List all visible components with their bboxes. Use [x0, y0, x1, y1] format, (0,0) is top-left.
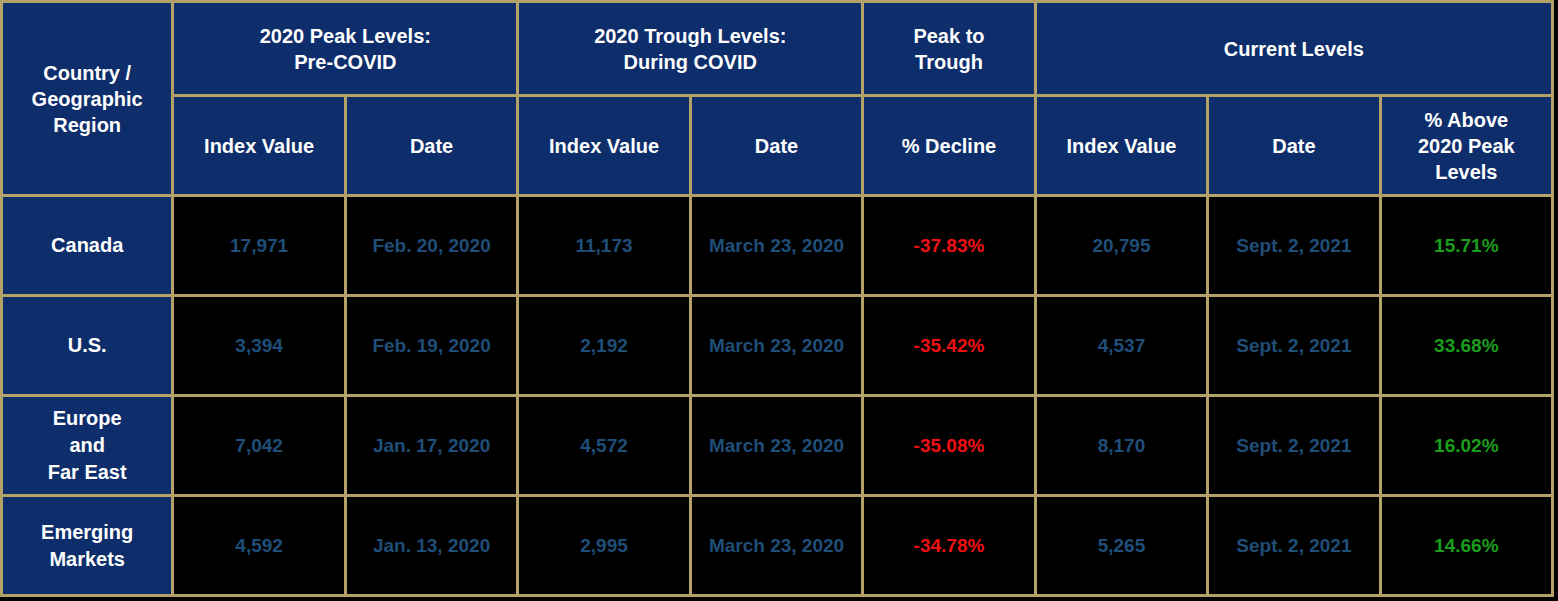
pct-above-peak-cell: 15.71% [1380, 196, 1552, 296]
pct-above-peak-cell: 16.02% [1380, 396, 1552, 496]
table-header: Country / Geographic Region 2020 Peak Le… [2, 2, 1553, 196]
current-levels-group-header: Current Levels [1035, 2, 1552, 96]
region-label: Europe and Far East [2, 396, 173, 496]
peak-index-value-cell: 17,971 [173, 196, 345, 296]
current-index-value-cell: 20,795 [1035, 196, 1207, 296]
current-index-value-header: Index Value [1035, 96, 1207, 196]
trough-index-value-cell: 2,995 [518, 496, 690, 596]
pct-above-peak-header: % Above 2020 Peak Levels [1380, 96, 1552, 196]
market-levels-table: Country / Geographic Region 2020 Peak Le… [0, 0, 1554, 597]
pct-decline-cell: -34.78% [863, 496, 1035, 596]
trough-date-cell: March 23, 2020 [690, 296, 862, 396]
trough-index-value-cell: 11,173 [518, 196, 690, 296]
pct-decline-cell: -35.08% [863, 396, 1035, 496]
trough-date-cell: March 23, 2020 [690, 496, 862, 596]
peak-index-value-cell: 7,042 [173, 396, 345, 496]
trough-index-value-header: Index Value [518, 96, 690, 196]
pct-decline-cell: -37.83% [863, 196, 1035, 296]
region-label: U.S. [2, 296, 173, 396]
trough-levels-group-header: 2020 Trough Levels: During COVID [518, 2, 863, 96]
table-row-us: U.S. 3,394 Feb. 19, 2020 2,192 March 23,… [2, 296, 1553, 396]
current-date-cell: Sept. 2, 2021 [1208, 396, 1380, 496]
peak-index-value-cell: 4,592 [173, 496, 345, 596]
pct-above-peak-cell: 33.68% [1380, 296, 1552, 396]
trough-index-value-cell: 2,192 [518, 296, 690, 396]
peak-date-cell: Jan. 13, 2020 [345, 496, 517, 596]
peak-date-cell: Feb. 19, 2020 [345, 296, 517, 396]
trough-date-header: Date [690, 96, 862, 196]
current-date-cell: Sept. 2, 2021 [1208, 296, 1380, 396]
peak-levels-group-header: 2020 Peak Levels: Pre-COVID [173, 2, 518, 96]
header-group-row: Country / Geographic Region 2020 Peak Le… [2, 2, 1553, 96]
current-index-value-cell: 8,170 [1035, 396, 1207, 496]
peak-index-value-cell: 3,394 [173, 296, 345, 396]
current-date-cell: Sept. 2, 2021 [1208, 196, 1380, 296]
pct-decline-header: % Decline [863, 96, 1035, 196]
country-region-header: Country / Geographic Region [2, 2, 173, 196]
peak-date-cell: Jan. 17, 2020 [345, 396, 517, 496]
region-label: Emerging Markets [2, 496, 173, 596]
trough-date-cell: March 23, 2020 [690, 396, 862, 496]
current-date-cell: Sept. 2, 2021 [1208, 496, 1380, 596]
pct-decline-cell: -35.42% [863, 296, 1035, 396]
table-row-europe-far-east: Europe and Far East 7,042 Jan. 17, 2020 … [2, 396, 1553, 496]
current-index-value-cell: 5,265 [1035, 496, 1207, 596]
region-label: Canada [2, 196, 173, 296]
current-date-header: Date [1208, 96, 1380, 196]
current-index-value-cell: 4,537 [1035, 296, 1207, 396]
table-row-emerging-markets: Emerging Markets 4,592 Jan. 13, 2020 2,9… [2, 496, 1553, 596]
pct-above-peak-cell: 14.66% [1380, 496, 1552, 596]
header-sub-row: Index Value Date Index Value Date % Decl… [2, 96, 1553, 196]
peak-date-header: Date [345, 96, 517, 196]
peak-index-value-header: Index Value [173, 96, 345, 196]
peak-date-cell: Feb. 20, 2020 [345, 196, 517, 296]
trough-index-value-cell: 4,572 [518, 396, 690, 496]
trough-date-cell: March 23, 2020 [690, 196, 862, 296]
market-levels-table-container: Country / Geographic Region 2020 Peak Le… [0, 0, 1558, 601]
table-row-canada: Canada 17,971 Feb. 20, 2020 11,173 March… [2, 196, 1553, 296]
peak-to-trough-group-header: Peak to Trough [863, 2, 1035, 96]
table-body: Canada 17,971 Feb. 20, 2020 11,173 March… [2, 196, 1553, 596]
